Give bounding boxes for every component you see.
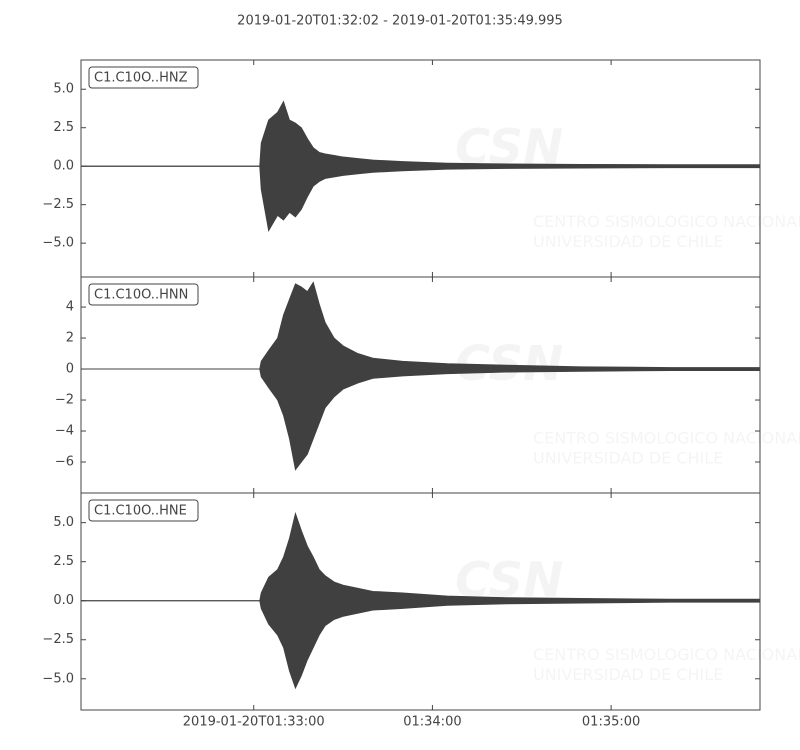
watermark-text: CENTRO SISMOLOGICO NACIONAL	[533, 212, 800, 231]
waveform-lower	[81, 368, 761, 471]
trace-label: C1.C10O..HNN	[94, 288, 188, 303]
waveform-upper	[80, 100, 761, 167]
x-tick-label: 01:34:00	[403, 715, 461, 730]
y-tick-label: 2	[66, 331, 74, 346]
x-tick-label: 01:35:00	[582, 715, 640, 730]
y-tick-label: 5.0	[53, 515, 74, 530]
x-tick-label: 2019-01-20T01:33:00	[183, 715, 325, 730]
y-tick-label: −4	[55, 424, 74, 439]
trace-label: C1.C10O..HNZ	[94, 71, 188, 86]
panel-frame	[80, 492, 761, 711]
watermark-text: CENTRO SISMOLOGICO NACIONAL	[533, 645, 800, 664]
watermark-text: CENTRO SISMOLOGICO NACIONAL	[533, 429, 800, 448]
trace-label-box	[88, 499, 199, 522]
waveform-lower	[80, 165, 761, 232]
watermark-text: UNIVERSIDAD DE CHILE	[533, 665, 723, 684]
y-tick-label: −2	[55, 393, 74, 408]
y-tick-label: 2.5	[53, 554, 74, 569]
y-tick-label: 2.5	[53, 120, 74, 135]
trace-label-box	[88, 283, 199, 306]
y-tick-label: 4	[66, 300, 74, 315]
trace-label-box	[88, 66, 199, 89]
y-tick-label: 0.0	[53, 159, 74, 174]
y-tick-label: −5.0	[42, 236, 74, 251]
waveform-upper	[80, 511, 761, 602]
watermark-text: UNIVERSIDAD DE CHILE	[533, 232, 723, 251]
watermark-text: UNIVERSIDAD DE CHILE	[533, 449, 723, 468]
y-tick-label: −5.0	[42, 671, 74, 686]
y-tick-label: 5.0	[53, 82, 74, 97]
y-tick-label: −6	[55, 455, 74, 470]
chart-title: 2019-01-20T01:32:02 - 2019-01-20T01:35:4…	[237, 14, 563, 29]
y-tick-label: 0	[66, 362, 74, 377]
y-tick-label: −2.5	[42, 632, 74, 647]
waveform-upper	[81, 281, 761, 370]
trace-label: C1.C10O..HNE	[94, 504, 187, 519]
waveform-lower	[80, 600, 761, 690]
y-tick-label: −2.5	[42, 197, 74, 212]
y-tick-label: 0.0	[53, 593, 74, 608]
